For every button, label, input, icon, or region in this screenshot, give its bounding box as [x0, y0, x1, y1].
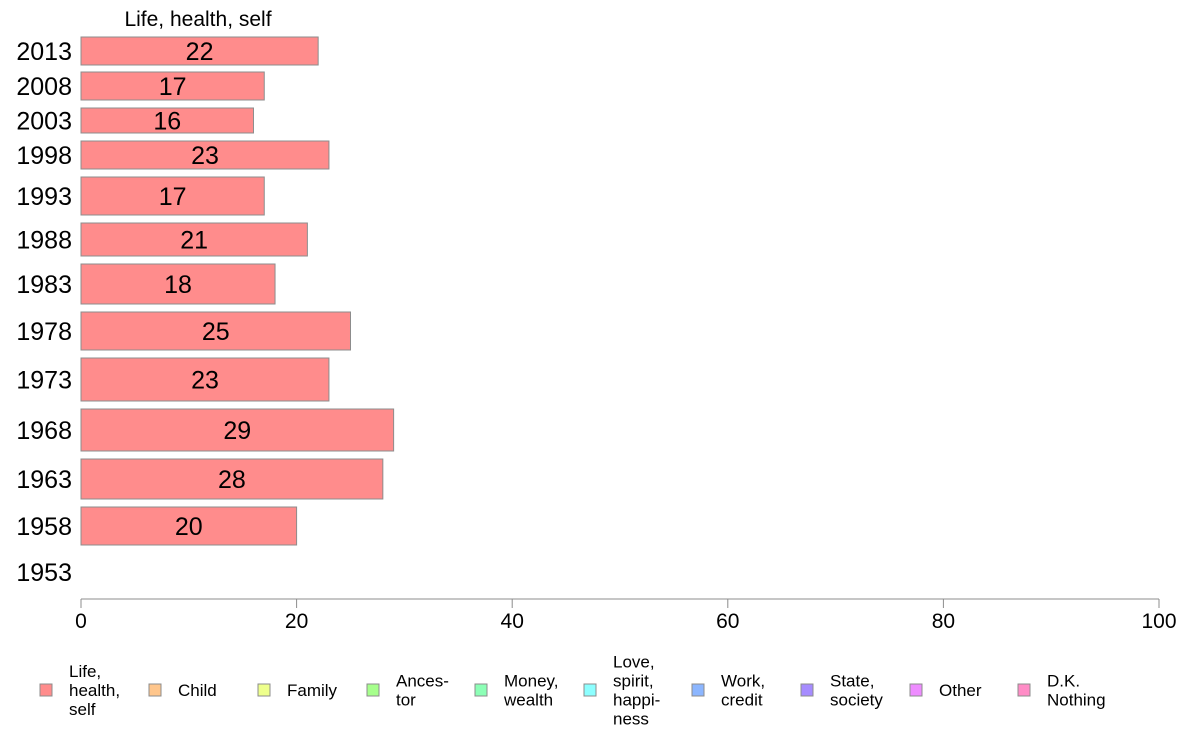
bar [80, 140, 330, 170]
legend-label: society [830, 691, 883, 710]
x-tick-label: 20 [285, 610, 308, 633]
data-label: 17 [159, 183, 187, 211]
category-label: 1998 [16, 142, 72, 170]
legend-label: Life, [69, 662, 101, 681]
legend-item: Love,spirit,happi-ness [583, 653, 660, 729]
bar [80, 176, 265, 216]
legend-item: Ances-tor [366, 672, 449, 710]
bar [80, 222, 308, 257]
category-label: 1953 [16, 559, 72, 587]
legend-item: Work,credit [691, 672, 765, 710]
series-title: Life, health, self [124, 8, 271, 31]
legend-label: D.K. [1047, 672, 1080, 691]
legend-label: wealth [503, 691, 553, 710]
data-label: 17 [159, 73, 187, 101]
legend-swatch [800, 683, 814, 697]
legend-item: Life,health,self [39, 662, 120, 719]
x-axis: 0 20 40 60 80 100 [75, 598, 1177, 633]
legend-label: Work, [721, 672, 765, 691]
legend-label: Ances- [396, 672, 449, 691]
bar [80, 107, 254, 134]
x-tick-label: 40 [501, 610, 524, 633]
legend-label: Nothing [1047, 691, 1106, 710]
bar [80, 71, 265, 101]
category-label: 2013 [16, 38, 72, 66]
legend-label: Other [939, 681, 982, 700]
legend-item: Other [909, 681, 982, 700]
legend-label: tor [396, 691, 416, 710]
legend-item: D.K.Nothing [1017, 672, 1106, 710]
data-label: 20 [175, 513, 203, 541]
legend-label: Love, [613, 653, 655, 672]
data-label: 18 [164, 271, 192, 299]
bar [80, 311, 351, 351]
legend-label: health, [69, 681, 120, 700]
data-label: 28 [218, 466, 246, 494]
category-label: 1968 [16, 417, 72, 445]
data-label: 25 [202, 318, 230, 346]
legend-label: Child [178, 681, 217, 700]
category-label: 1958 [16, 513, 72, 541]
category-label: 2008 [16, 73, 72, 101]
legend-swatch [39, 683, 53, 697]
data-label: 22 [186, 38, 214, 66]
bar [80, 357, 330, 402]
legend-label: State, [830, 672, 874, 691]
x-tick-label: 0 [75, 610, 87, 633]
legend-swatch [909, 683, 923, 697]
data-label: 23 [191, 367, 219, 395]
legend: Life,health,self Child Family Ances-tor Mone… [39, 653, 1106, 729]
legend-label: Money, [504, 672, 559, 691]
legend-item: Child [148, 681, 217, 700]
bar [80, 263, 276, 305]
bar [80, 36, 319, 66]
category-label: 1978 [16, 318, 72, 346]
legend-label: credit [721, 691, 763, 710]
category-label: 1963 [16, 466, 72, 494]
category-label: 1973 [16, 367, 72, 395]
category-label: 2003 [16, 108, 72, 136]
legend-label: ness [613, 710, 649, 729]
data-label: 29 [223, 417, 251, 445]
legend-swatch [474, 683, 488, 697]
bar [80, 506, 298, 546]
legend-label: spirit, [613, 672, 654, 691]
legend-item: Family [257, 681, 338, 700]
legend-swatch [691, 683, 705, 697]
x-tick-label: 100 [1141, 610, 1176, 633]
bars-group: 2013 22 2008 17 2003 16 1998 23 1993 17 1988 21 1983… [16, 36, 395, 587]
data-label: 23 [191, 142, 219, 170]
category-label: 1983 [16, 271, 72, 299]
legend-swatch [148, 683, 162, 697]
x-tick-label: 80 [932, 610, 955, 633]
x-tick-label: 60 [716, 610, 739, 633]
legend-swatch [1017, 683, 1031, 697]
category-label: 1993 [16, 183, 72, 211]
legend-swatch [257, 683, 271, 697]
legend-label: happi- [613, 691, 660, 710]
legend-swatch [366, 683, 380, 697]
bar [80, 408, 395, 452]
category-label: 1988 [16, 227, 72, 255]
legend-label: Family [287, 681, 338, 700]
data-label: 21 [180, 227, 208, 255]
legend-item: Money,wealth [474, 672, 559, 710]
legend-swatch [583, 683, 597, 697]
legend-label: self [69, 700, 96, 719]
legend-item: State,society [800, 672, 883, 710]
bar [80, 458, 384, 500]
data-label: 16 [153, 108, 181, 136]
